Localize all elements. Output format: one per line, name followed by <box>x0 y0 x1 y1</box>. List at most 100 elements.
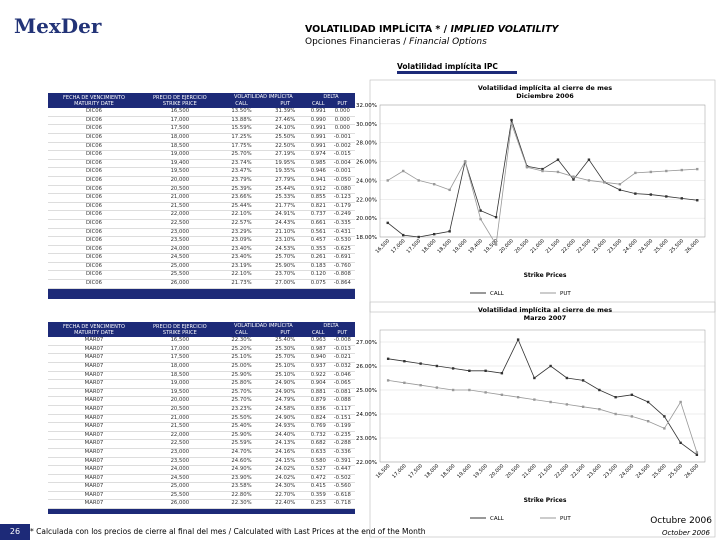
table-cell: 24.90% <box>231 466 252 473</box>
table-cell: -0.288 <box>333 440 351 447</box>
point <box>500 372 504 375</box>
table-cell: 23,000 <box>170 228 190 235</box>
point <box>614 396 617 399</box>
point <box>516 396 520 399</box>
table-cell: 0.836 <box>310 405 326 412</box>
legend-label: PUT <box>560 516 571 522</box>
table-row: MAR07 21,000 25.50% 24.90% 0.824 -0.151 <box>48 414 355 423</box>
table-cell: 24,000 <box>170 466 190 473</box>
table-cell: MAR07 <box>84 362 104 369</box>
table-cell: 23.19% <box>231 262 252 269</box>
table-cell: 13.50% <box>231 108 252 115</box>
footnote: * Calculada con los precios de cierre al… <box>30 527 426 536</box>
header-cell: CALL <box>307 100 330 109</box>
table-cell: 0.183 <box>310 262 326 269</box>
table-cell: 24.16% <box>275 448 296 455</box>
point <box>448 230 451 233</box>
table-cell: -0.235 <box>333 431 351 438</box>
table-cell: 0.737 <box>310 211 326 218</box>
table-cell: 23.10% <box>275 237 296 244</box>
table-row: DIC06 21,000 23.66% 25.33% 0.855 -0.123 <box>48 194 355 203</box>
x-tick-label: 23,500 <box>602 463 619 480</box>
panel-title: Volatilidad implícita IPC <box>397 62 517 74</box>
point <box>695 451 699 454</box>
header-cell: VOLATILIDAD IMPLÍCITA <box>219 93 308 101</box>
table-cell: 25.70% <box>231 151 252 158</box>
header-text: PRECIO DE EJERCICIO <box>153 323 207 330</box>
x-tick-label: 19,000 <box>452 238 469 255</box>
x-tick-label: 17,000 <box>390 238 407 255</box>
point <box>448 188 451 192</box>
header-cell: VOLATILIDAD IMPLÍCITA <box>219 322 308 330</box>
table-cell: -0.002 <box>333 142 351 149</box>
table-cell: 20,000 <box>170 176 190 183</box>
y-tick-label: 26.00% <box>356 364 377 370</box>
table-row: DIC06 20,500 25.39% 25.44% 0.912 -0.080 <box>48 185 355 194</box>
table-cell: 25.40% <box>231 423 252 430</box>
point <box>549 400 552 404</box>
table-cell: 22.40% <box>275 500 296 507</box>
table-cell: MAR07 <box>84 388 104 395</box>
table-cell: 0.937 <box>310 362 326 369</box>
table-row: DIC06 23,000 23.29% 21.10% 0.561 -0.431 <box>48 228 355 237</box>
table-cell: 17.25% <box>231 133 252 140</box>
table-cell: 22.30% <box>231 500 252 507</box>
table-cell: MAR07 <box>84 457 104 464</box>
table-cell: 23.74% <box>231 159 252 166</box>
table-cell: 0.353 <box>310 245 326 252</box>
table-cell: -0.001 <box>333 168 351 175</box>
point <box>634 171 637 175</box>
table-row: MAR07 25,500 22.80% 22.70% 0.359 -0.618 <box>48 491 355 500</box>
point <box>417 235 420 239</box>
table-cell: MAR07 <box>84 423 104 430</box>
table-cell: DIC06 <box>85 194 103 201</box>
table-row: MAR07 20,500 23.23% 24.58% 0.836 -0.117 <box>48 405 355 415</box>
table-row: DIC06 21,500 25.44% 21.77% 0.821 -0.179 <box>48 202 355 211</box>
table-footer <box>48 288 355 299</box>
table-cell: DIC06 <box>85 219 103 226</box>
table-cell: 24.90% <box>275 414 296 421</box>
legend-label: PUT <box>560 291 571 297</box>
table-cell: -0.013 <box>333 345 351 352</box>
table-cell: 25,000 <box>170 483 190 490</box>
point <box>494 243 498 246</box>
table-cell: 24.30% <box>275 483 296 490</box>
table-cell: 26,000 <box>170 280 190 287</box>
table-cell: 0.120 <box>310 271 326 278</box>
table-cell: 0.824 <box>310 414 326 421</box>
data-table: FECHA DE VENCIMIENTO MATURITY DATE PRECIO … <box>48 93 355 299</box>
table-row: DIC06 26,000 21.73% 27.00% 0.075 -0.864 <box>48 280 355 289</box>
table-cell: 16,500 <box>170 108 190 115</box>
table-row: MAR07 18,500 25.90% 25.10% 0.922 -0.046 <box>48 371 355 380</box>
header-cell: DELTA <box>307 322 355 330</box>
table-cell: 25.70% <box>275 354 296 361</box>
table-cell: 0.974 <box>310 151 326 158</box>
table-cell: 0.991 <box>310 142 326 149</box>
table-cell: -0.123 <box>333 194 351 201</box>
y-tick-label: 22.00% <box>356 197 377 203</box>
header-cell: CALL <box>219 329 264 338</box>
table-cell: 21.77% <box>275 202 296 209</box>
table-cell: -0.391 <box>333 457 351 464</box>
table-cell: DIC06 <box>85 116 103 123</box>
table-cell: 23.29% <box>231 228 252 235</box>
table-cell: 0.415 <box>310 483 326 490</box>
point <box>587 158 591 161</box>
table-cell: -0.447 <box>333 466 351 473</box>
table-cell: 25.90% <box>231 431 252 438</box>
point <box>386 221 389 225</box>
table-cell: 22.10% <box>231 271 252 278</box>
chart-frame <box>369 79 716 313</box>
table-cell: 0.821 <box>310 202 326 209</box>
point <box>435 364 439 368</box>
point <box>386 179 389 182</box>
table-cell: DIC06 <box>85 125 103 132</box>
table-cell: -0.199 <box>333 423 351 430</box>
x-tick-label: 23,000 <box>586 463 603 480</box>
table-row: DIC06 24,000 23.40% 24.53% 0.353 -0.625 <box>48 245 355 254</box>
table-cell: 24.13% <box>275 440 296 447</box>
table-row: DIC06 20,000 23.79% 27.79% 0.941 -0.050 <box>48 176 355 186</box>
x-tick-label: 18,500 <box>436 238 453 255</box>
point <box>556 170 560 174</box>
